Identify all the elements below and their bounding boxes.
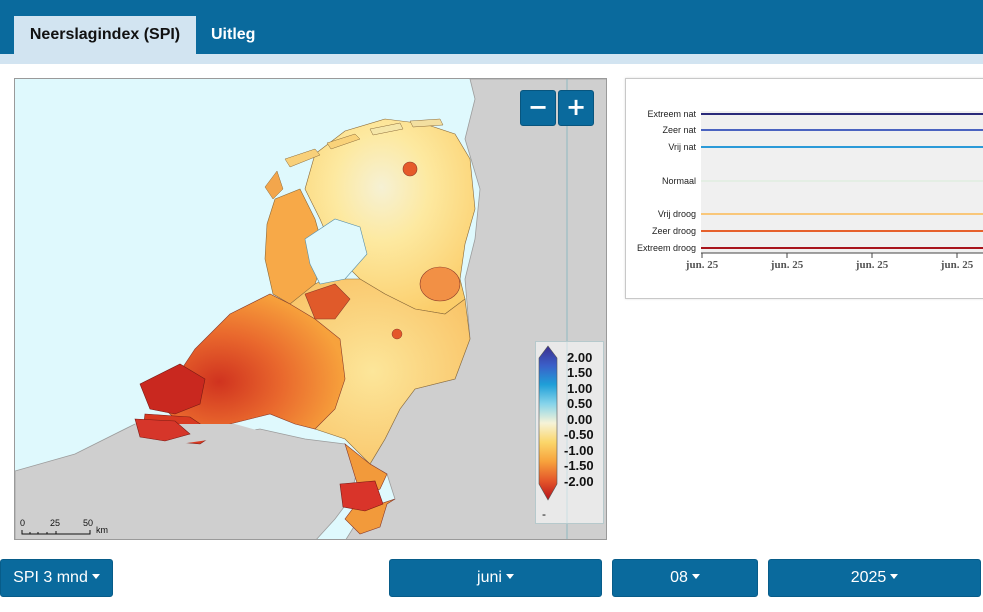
x-axis-tick-label: jun. 25 bbox=[940, 259, 974, 271]
groningen-hotspot bbox=[402, 161, 418, 177]
chart-category-label: Extreem droog bbox=[637, 243, 696, 253]
zeeland-flanders bbox=[134, 418, 191, 442]
flevoland-region bbox=[304, 283, 351, 320]
spi-map[interactable]: − + 2.00 1.50 1.00 0.50 0. bbox=[14, 78, 607, 540]
legend-label-minus-0-50: -0.50 bbox=[564, 427, 594, 442]
month-value: juni bbox=[477, 569, 502, 586]
legend-colorbar bbox=[538, 345, 558, 501]
x-axis-tick-label: jun. 25 bbox=[685, 259, 719, 271]
spi-period-value: SPI 3 mnd bbox=[13, 569, 88, 586]
tab-spi[interactable]: Neerslagindex (SPI) bbox=[14, 16, 196, 54]
ameland-island bbox=[369, 122, 404, 136]
scale-label-50: 50 bbox=[83, 518, 94, 528]
twente-hotspot bbox=[419, 266, 461, 302]
nl-northwest-region bbox=[264, 188, 326, 305]
texel-island bbox=[264, 170, 284, 200]
scale-unit: km bbox=[96, 525, 108, 535]
map-canvas bbox=[15, 79, 606, 539]
legend-label-minus-1-00: -1.00 bbox=[564, 443, 594, 458]
schiermonnikoog-island bbox=[409, 118, 444, 128]
zeeland-island-north bbox=[139, 363, 206, 415]
year-value: 2025 bbox=[850, 569, 887, 586]
chart-category-label: Zeer droog bbox=[652, 226, 696, 236]
scale-label-0: 0 bbox=[20, 518, 26, 528]
chart-category-label: Extreem nat bbox=[647, 109, 696, 119]
chart-category-label: Zeer nat bbox=[662, 125, 696, 135]
chart-plot-area bbox=[701, 111, 983, 253]
x-axis-tick-label: jun. 25 bbox=[855, 259, 889, 271]
chevron-down-icon bbox=[505, 574, 514, 580]
chevron-down-icon bbox=[91, 574, 100, 580]
chevron-down-icon bbox=[890, 574, 899, 580]
year-dropdown[interactable]: 2025 bbox=[768, 559, 981, 597]
chart-canvas: Extreem nat Zeer nat Vrij nat Normaal Vrij d… bbox=[637, 109, 983, 271]
legend-no-data-label: - bbox=[542, 507, 546, 521]
month-dropdown[interactable]: juni bbox=[389, 559, 602, 597]
map-scale-bar: 0 25 50 km bbox=[20, 516, 108, 536]
south-limburg-region bbox=[339, 480, 384, 512]
terschelling-island bbox=[326, 133, 361, 150]
zoom-out-button[interactable]: − bbox=[520, 90, 556, 126]
legend-label-0-50: 0.50 bbox=[567, 396, 593, 411]
day-value: 08 bbox=[670, 569, 688, 586]
ijsselmeer bbox=[304, 218, 368, 285]
legend-label-minus-1-50: -1.50 bbox=[564, 458, 594, 473]
spi-period-dropdown[interactable]: SPI 3 mnd bbox=[0, 559, 113, 597]
vlieland-island bbox=[284, 148, 321, 168]
day-dropdown[interactable]: 08 bbox=[612, 559, 758, 597]
tab-uitleg[interactable]: Uitleg bbox=[211, 26, 256, 43]
spi-timeseries-chart: Extreem nat Zeer nat Vrij nat Normaal Vrij d… bbox=[625, 78, 983, 299]
chart-category-label: Normaal bbox=[662, 176, 696, 186]
spi-color-legend: 2.00 1.50 1.00 0.50 0.00 -0.50 -1.00 -1.… bbox=[535, 341, 604, 524]
scale-label-25: 25 bbox=[50, 518, 61, 528]
x-axis-tick-label: jun. 25 bbox=[770, 259, 804, 271]
zoom-in-button[interactable]: + bbox=[558, 90, 594, 126]
tab-underline-bar bbox=[0, 54, 983, 64]
gelderland-hotspot bbox=[391, 328, 403, 340]
chevron-down-icon bbox=[691, 574, 700, 580]
chart-category-label: Vrij droog bbox=[658, 209, 696, 219]
legend-label-2-00: 2.00 bbox=[567, 350, 593, 365]
chart-category-label: Vrij nat bbox=[668, 142, 696, 152]
legend-label-1-50: 1.50 bbox=[567, 365, 593, 380]
legend-label-minus-2-00: -2.00 bbox=[564, 474, 594, 489]
legend-label-1-00: 1.00 bbox=[567, 381, 593, 396]
legend-label-0-00: 0.00 bbox=[567, 412, 593, 427]
